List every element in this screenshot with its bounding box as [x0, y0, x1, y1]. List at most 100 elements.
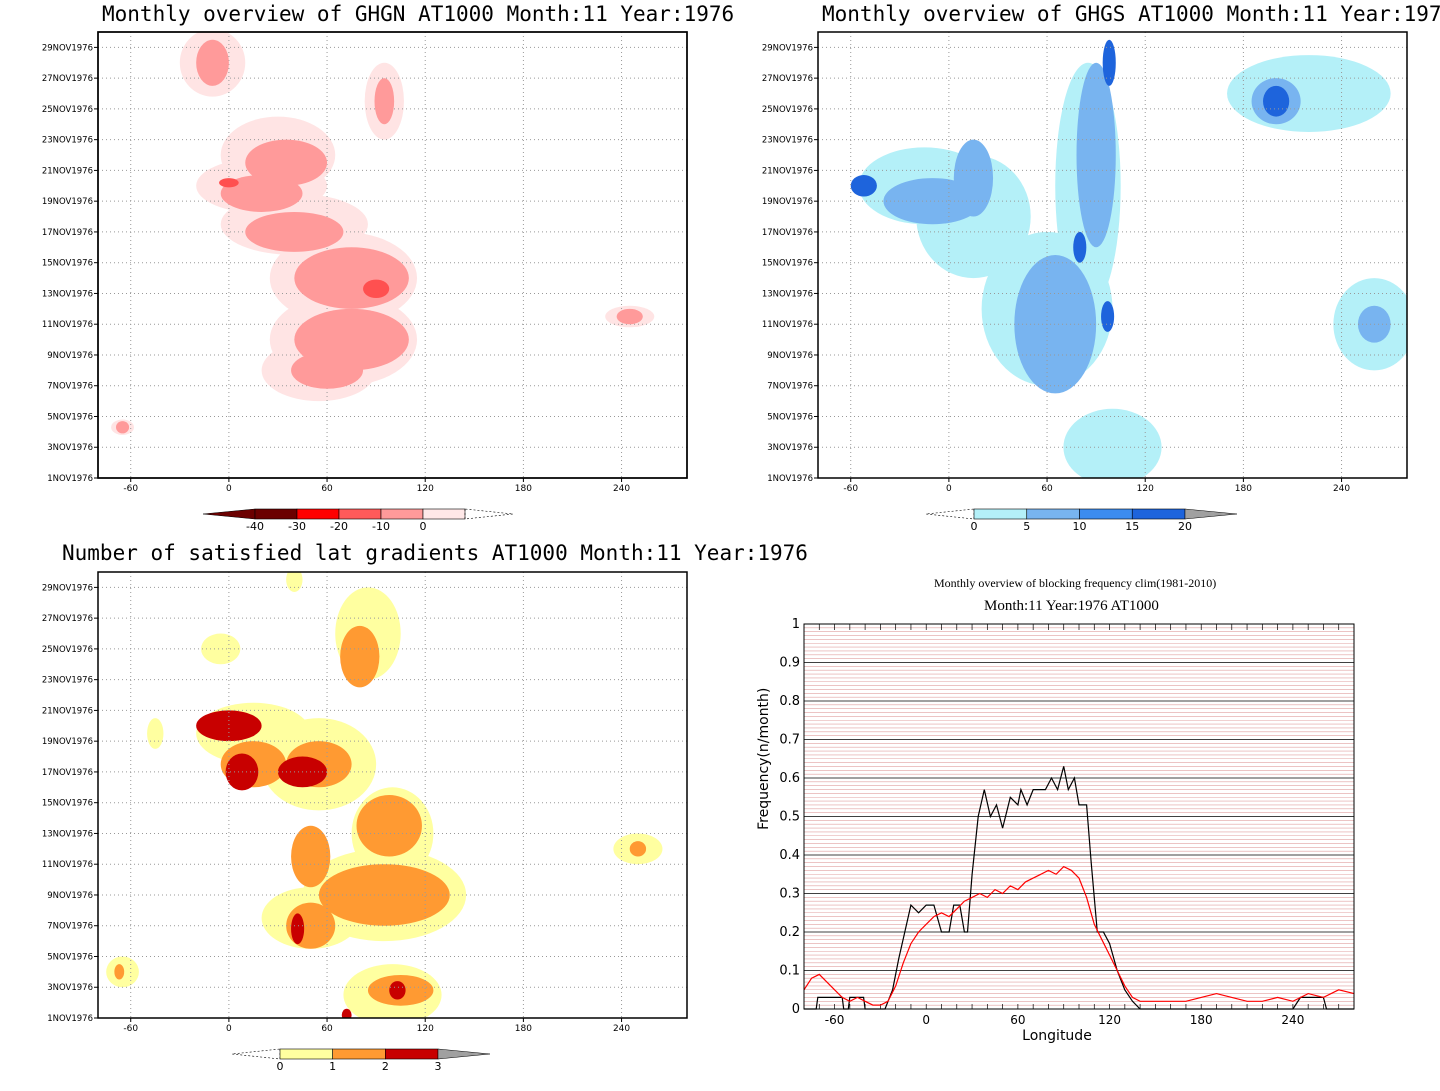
colorbar-lower-arrow [231, 1048, 281, 1060]
y-tick-label: 17NOV1976 [762, 228, 813, 238]
y-tick-label: 5NOV1976 [767, 412, 813, 422]
colorbar-swatch [279, 1048, 333, 1060]
y-tick-label: 1NOV1976 [767, 474, 813, 484]
colorbar-label: 2 [382, 1060, 389, 1073]
y-tick-label: 5NOV1976 [47, 412, 93, 422]
contour-blob [147, 718, 164, 749]
contour-blob [201, 633, 241, 665]
contour-blob [363, 279, 390, 299]
y-tick-label: 13NOV1976 [42, 289, 93, 299]
y-tick-label: 0.8 [779, 694, 800, 709]
contour-blob [245, 211, 344, 252]
x-tick-label: 60 [1010, 1013, 1025, 1027]
y-tick-label: 29NOV1976 [42, 43, 93, 53]
y-tick-label: 3NOV1976 [47, 443, 93, 453]
y-tick-label: 15NOV1976 [42, 799, 93, 809]
contour-blob [294, 247, 409, 309]
x-tick-label: -60 [123, 1024, 138, 1034]
contour-blob [1102, 39, 1116, 86]
contour-blob [389, 981, 406, 1000]
y-tick-label: 7NOV1976 [47, 922, 93, 932]
y-tick-label: 1 [792, 617, 800, 632]
contour-blob [1227, 55, 1391, 132]
x-tick-label: 240 [613, 1024, 630, 1034]
y-tick-label: 9NOV1976 [47, 351, 93, 361]
y-tick-label: 21NOV1976 [762, 166, 813, 176]
x-tick-label: 0 [226, 1024, 232, 1034]
contour-blob [1263, 85, 1290, 117]
y-tick-label: 23NOV1976 [42, 676, 93, 686]
y-tick-label: 21NOV1976 [42, 706, 93, 716]
colorbar-swatch [1131, 508, 1186, 520]
y-tick-label: 11NOV1976 [42, 320, 93, 330]
colorbar-label: 0 [971, 520, 978, 533]
panel-gradients-title: Number of satisfied lat gradients AT1000… [62, 541, 808, 565]
colorbar-label: 15 [1125, 520, 1139, 533]
contour-blob [953, 139, 994, 217]
contour-blob [341, 1008, 352, 1018]
x-tick-label: 0 [922, 1013, 930, 1027]
x-tick-label: 120 [1137, 484, 1154, 494]
blocking-subtitle: Month:11 Year:1976 AT1000 [984, 598, 1159, 614]
colorbar-swatch [385, 1048, 439, 1060]
y-tick-label: 25NOV1976 [42, 105, 93, 115]
colorbar-swatch [380, 508, 424, 520]
colorbar-swatch [422, 508, 466, 520]
contour-blob [219, 178, 239, 188]
contour-blob [220, 175, 303, 212]
y-axis-label: Frequency(n/month) [756, 688, 772, 830]
y-tick-label: 0.1 [779, 964, 800, 979]
y-tick-label: 9NOV1976 [47, 891, 93, 901]
contour-blob [196, 39, 229, 86]
contour-blob [291, 825, 331, 888]
y-tick-label: 19NOV1976 [762, 197, 813, 207]
contour-blob [1014, 255, 1097, 394]
colorbar-label: 0 [277, 1060, 284, 1073]
y-tick-label: 17NOV1976 [42, 228, 93, 238]
colorbar-label: 0 [420, 520, 427, 533]
x-tick-label: 60 [321, 1024, 333, 1034]
contour-blob [291, 913, 305, 945]
y-tick-label: 21NOV1976 [42, 166, 93, 176]
contour-blob [196, 710, 262, 742]
x-tick-label: 60 [1041, 484, 1053, 494]
y-tick-label: 27NOV1976 [762, 74, 813, 84]
contour-blob [225, 753, 259, 791]
y-tick-label: 9NOV1976 [767, 351, 813, 361]
y-tick-label: 23NOV1976 [42, 136, 93, 146]
y-tick-label: 27NOV1976 [42, 614, 93, 624]
y-tick-label: 11NOV1976 [42, 860, 93, 870]
colorbar-label: 1 [329, 1060, 336, 1073]
y-tick-label: 15NOV1976 [762, 259, 813, 269]
plot-frame [817, 31, 1408, 479]
y-tick-label: 25NOV1976 [762, 105, 813, 115]
y-tick-label: 3NOV1976 [47, 983, 93, 993]
y-tick-label: 0.3 [779, 887, 800, 902]
colorbar-swatch [1026, 508, 1080, 520]
ghgs-contour-chart: -60 0 60 120 180 240 1NOV1976 3NOV1976 5NOV1976 7… [762, 31, 1408, 533]
contour-blob [291, 351, 364, 389]
y-tick-label: 11NOV1976 [762, 320, 813, 330]
contour-blob [340, 625, 380, 688]
plot-frame [803, 623, 1355, 1010]
x-tick-label: 60 [321, 484, 333, 494]
x-tick-label: -60 [843, 484, 858, 494]
y-tick-label: 0.6 [779, 771, 800, 786]
colorbar-swatch [296, 508, 340, 520]
colorbar-swatch [1079, 508, 1133, 520]
x-tick-label: 180 [1235, 484, 1252, 494]
contour-blob [850, 175, 877, 197]
y-tick-label: 0 [792, 1002, 800, 1017]
y-tick-label: 0.4 [779, 848, 800, 863]
y-tick-label: 25NOV1976 [42, 645, 93, 655]
y-tick-label: 1NOV1976 [47, 1014, 93, 1024]
y-tick-label: 5NOV1976 [47, 952, 93, 962]
plot-frame [97, 571, 688, 1019]
y-tick-label: 3NOV1976 [767, 443, 813, 453]
gradients-contour-chart: -60 0 60 120 180 2401NOV19763NOV19765NOV19767… [42, 571, 688, 1073]
y-tick-label: 13NOV1976 [42, 829, 93, 839]
y-tick-label: 15NOV1976 [42, 259, 93, 269]
colorbar-lower-arrow [925, 508, 975, 520]
series-red-line [803, 865, 1355, 1006]
y-tick-label: 19NOV1976 [42, 737, 93, 747]
